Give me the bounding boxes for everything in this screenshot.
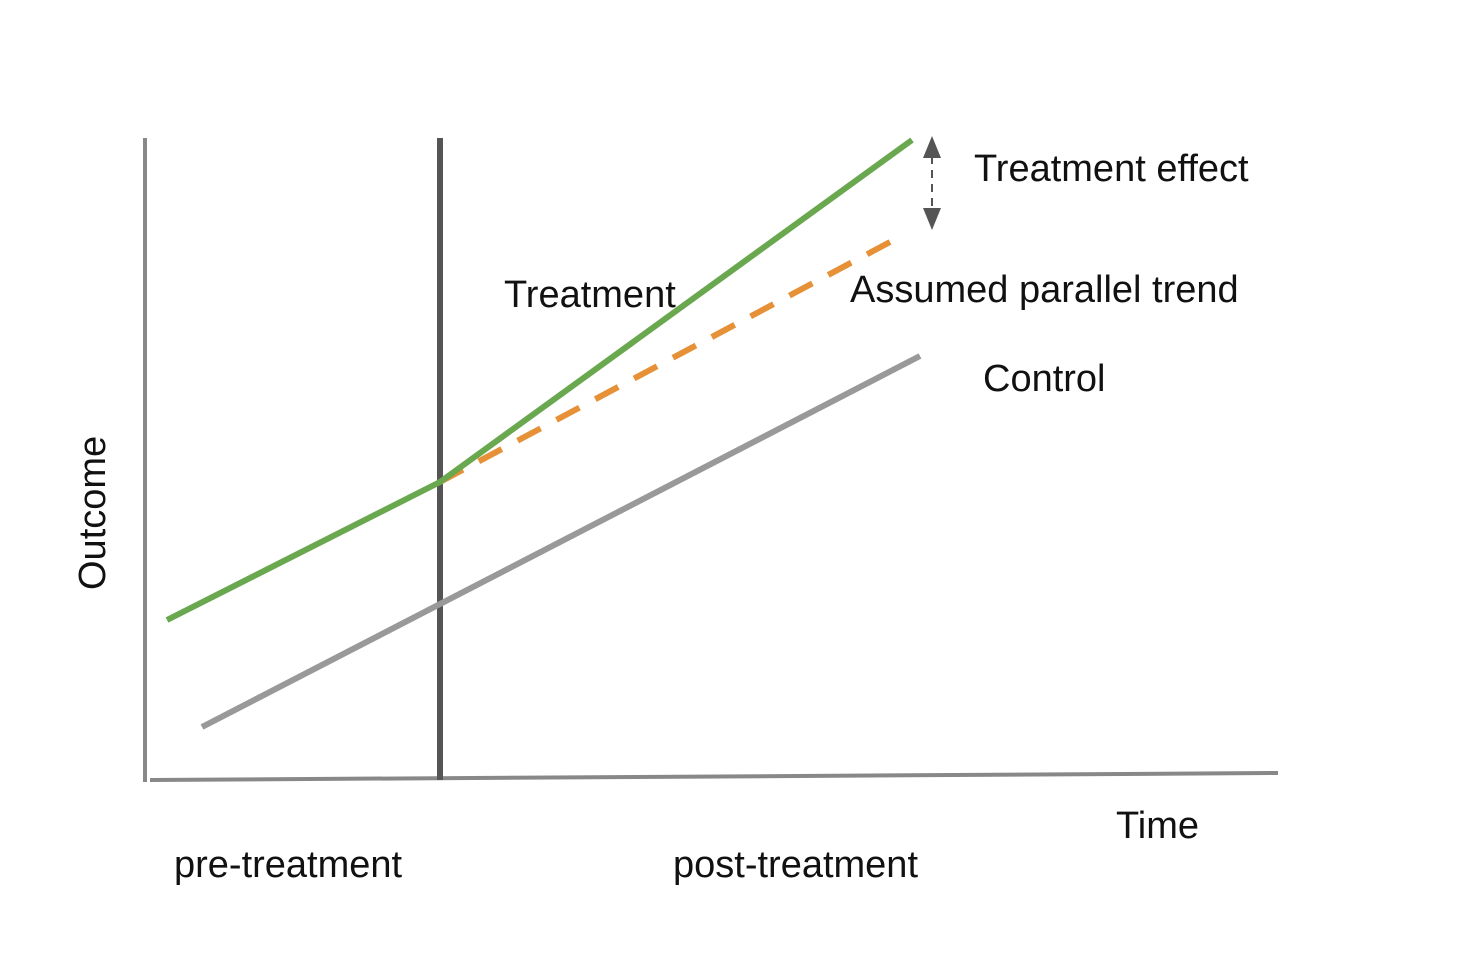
x-axis	[149, 771, 1279, 782]
x-axis-label: Time	[1116, 805, 1199, 847]
treatment-line	[165, 137, 914, 623]
double-arrow-vertical-icon	[923, 136, 941, 230]
control-label: Control	[983, 358, 1106, 400]
control-line	[200, 353, 922, 730]
treatment-label: Treatment	[504, 274, 676, 316]
post-treatment-label: post-treatment	[673, 844, 918, 886]
pre-treatment-label: pre-treatment	[174, 844, 403, 886]
parallel-trend-label: Assumed parallel trend	[850, 269, 1239, 311]
y-axis-label: Outcome	[72, 436, 114, 590]
treatment-effect-label: Treatment effect	[974, 148, 1249, 190]
